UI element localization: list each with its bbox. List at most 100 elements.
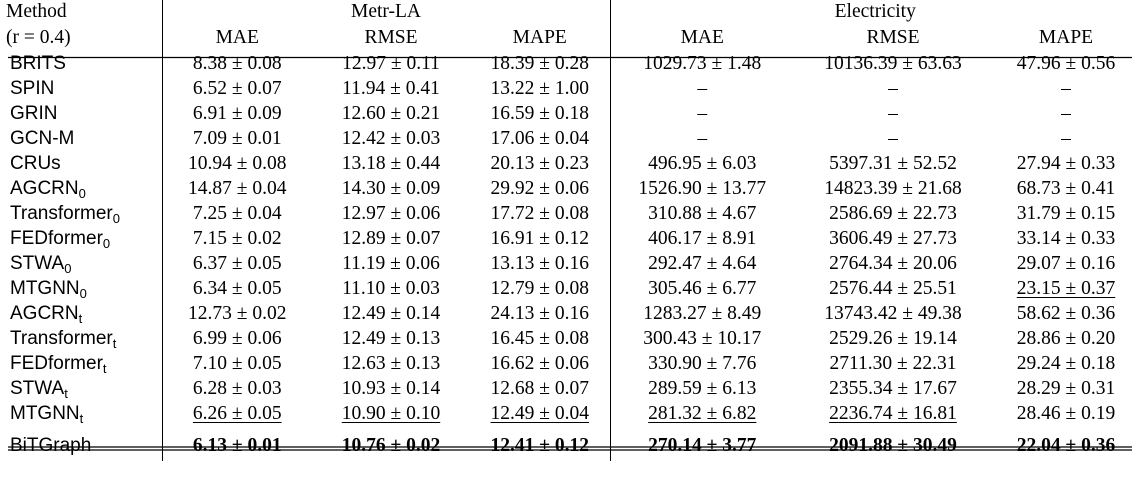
- method-subscript: t: [64, 386, 68, 401]
- value-text: 6.28 ± 0.03: [192, 378, 282, 399]
- value-text: 33.14 ± 0.33: [1016, 228, 1116, 249]
- value-text: 12.79 ± 0.08: [490, 278, 589, 299]
- best-value: 10.76 ± 0.02: [341, 435, 441, 456]
- value-cell: 292.47 ± 4.64: [609, 251, 794, 276]
- value-cell: 31.79 ± 0.15: [992, 201, 1140, 226]
- second-best-value: 23.15 ± 0.37: [1016, 278, 1116, 299]
- method-cell: SPIN: [0, 76, 162, 101]
- value-text: 7.09 ± 0.01: [192, 128, 282, 149]
- value-cell: 16.62 ± 0.06: [470, 351, 610, 376]
- value-cell: 13.18 ± 0.44: [312, 151, 470, 176]
- value-text: 16.59 ± 0.18: [490, 103, 589, 124]
- table-row: GCN-M 7.09 ± 0.01 12.42 ± 0.03 17.06 ± 0.04…: [0, 126, 1140, 151]
- method-cell: BRITS: [0, 51, 162, 76]
- value-cell: 12.42 ± 0.03: [312, 126, 470, 151]
- value-cell: 12.73 ± 0.02: [161, 301, 312, 326]
- value-text: 330.90 ± 7.76: [648, 353, 757, 374]
- value-cell: –: [794, 126, 992, 151]
- value-cell: 406.17 ± 8.91: [609, 226, 794, 251]
- value-text: 11.19 ± 0.06: [342, 253, 440, 274]
- value-cell: 16.59 ± 0.18: [470, 101, 610, 126]
- method-subscript: t: [112, 336, 117, 351]
- table-row: Transformer0 7.25 ± 0.04 12.97 ± 0.06 17.72…: [0, 201, 1140, 226]
- metric-header: RMSE: [364, 27, 418, 48]
- table-row: SPIN 6.52 ± 0.07 11.94 ± 0.41 13.22 ± 1.00 –…: [0, 76, 1140, 101]
- value-text: 12.63 ± 0.13: [341, 353, 441, 374]
- method-subscript: 0: [112, 211, 120, 226]
- value-text: 10.93 ± 0.14: [341, 378, 441, 399]
- value-text: 6.34 ± 0.05: [192, 278, 282, 299]
- value-cell: 12.49 ± 0.04: [470, 401, 610, 426]
- value-text: 1283.27 ± 8.49: [643, 303, 762, 324]
- value-text: 16.91 ± 0.12: [490, 228, 589, 249]
- table-row: FEDformer0 7.15 ± 0.02 12.89 ± 0.07 16.91 ±…: [0, 226, 1140, 251]
- value-text: 16.45 ± 0.08: [490, 328, 589, 349]
- value-cell: 310.88 ± 4.67: [609, 201, 794, 226]
- value-text: 5397.31 ± 52.52: [829, 153, 957, 174]
- value-text: 1526.90 ± 13.77: [638, 178, 767, 199]
- method-subscript: t: [78, 311, 83, 326]
- method-name: MTGNN: [10, 403, 80, 424]
- value-text: 12.73 ± 0.02: [188, 303, 287, 324]
- value-cell: 11.94 ± 0.41: [312, 76, 470, 101]
- table-row: MTGNNt 6.26 ± 0.05 10.90 ± 0.10 12.49 ± 0.0…: [0, 401, 1140, 426]
- value-text: 27.94 ± 0.33: [1016, 153, 1116, 174]
- method-name: GCN-M: [10, 128, 75, 149]
- value-text: 2355.34 ± 17.67: [829, 378, 957, 399]
- value-text: 29.07 ± 0.16: [1016, 253, 1116, 274]
- value-cell: –: [992, 101, 1140, 126]
- value-cell: 12.60 ± 0.21: [312, 101, 470, 126]
- method-name: STWA: [10, 253, 65, 274]
- value-text: –: [1061, 78, 1071, 99]
- value-text: –: [888, 78, 898, 99]
- value-text: 2711.30 ± 22.31: [829, 353, 957, 374]
- value-text: 12.60 ± 0.21: [341, 103, 441, 124]
- value-text: 14.87 ± 0.04: [188, 178, 287, 199]
- header-row-metrics: (r = 0.4) MAE RMSE MAPE MAE RMSE MAPE: [0, 24, 1140, 51]
- table-row: STWA0 6.37 ± 0.05 11.19 ± 0.06 13.13 ± 0.16…: [0, 251, 1140, 276]
- value-cell: 2355.34 ± 17.67: [794, 376, 992, 401]
- metric-header: RMSE: [866, 27, 920, 48]
- value-text: 12.97 ± 0.11: [342, 53, 440, 74]
- value-cell: 28.29 ± 0.31: [992, 376, 1140, 401]
- method-cell: BiTGraph: [10, 435, 92, 456]
- best-value: 12.41 ± 0.12: [490, 435, 589, 456]
- value-text: 6.37 ± 0.05: [192, 253, 282, 274]
- table-row: CRUs 10.94 ± 0.08 13.18 ± 0.44 20.13 ± 0.23…: [0, 151, 1140, 176]
- method-header: Method: [6, 1, 67, 22]
- value-cell: 1526.90 ± 13.77: [609, 176, 794, 201]
- best-value: 22.04 ± 0.36: [1016, 435, 1116, 456]
- second-best-value: 6.26 ± 0.05: [192, 403, 282, 424]
- method-cell: STWA0: [0, 251, 162, 276]
- value-text: 17.06 ± 0.04: [490, 128, 589, 149]
- value-cell: 2711.30 ± 22.31: [794, 351, 992, 376]
- value-cell: 33.14 ± 0.33: [992, 226, 1140, 251]
- value-cell: 6.37 ± 0.05: [161, 251, 312, 276]
- value-text: 12.89 ± 0.07: [341, 228, 441, 249]
- value-text: 24.13 ± 0.16: [490, 303, 589, 324]
- value-cell: 1283.27 ± 8.49: [609, 301, 794, 326]
- value-cell: –: [609, 76, 794, 101]
- value-text: 28.46 ± 0.19: [1016, 403, 1116, 424]
- value-text: –: [697, 78, 708, 99]
- value-text: 12.49 ± 0.13: [341, 328, 441, 349]
- metric-header: MAE: [609, 24, 794, 51]
- value-cell: 7.15 ± 0.02: [161, 226, 312, 251]
- group-header-electricity: Electricity: [609, 0, 1140, 24]
- method-name: FEDformer: [10, 228, 103, 249]
- value-text: 289.59 ± 6.13: [648, 378, 757, 399]
- value-text: 68.73 ± 0.41: [1016, 178, 1116, 199]
- proposed-method-row: BiTGraph 6.13 ± 0.01 10.76 ± 0.02 12.41 ± 0…: [0, 431, 1140, 461]
- table-body: Method Metr-LA Electricity (r = 0.4) MAE…: [0, 0, 1140, 461]
- value-cell: 13.22 ± 1.00: [470, 76, 610, 101]
- method-cell: AGCRNt: [0, 301, 162, 326]
- value-cell: 289.59 ± 6.13: [609, 376, 794, 401]
- value-text: 3606.49 ± 27.73: [829, 228, 957, 249]
- method-name: GRIN: [10, 103, 58, 124]
- value-cell: 14.30 ± 0.09: [312, 176, 470, 201]
- second-best-value: 12.49 ± 0.04: [490, 403, 589, 424]
- method-name: CRUs: [10, 153, 61, 174]
- value-text: 7.15 ± 0.02: [192, 228, 282, 249]
- value-text: 18.39 ± 0.28: [490, 53, 589, 74]
- value-text: 31.79 ± 0.15: [1016, 203, 1116, 224]
